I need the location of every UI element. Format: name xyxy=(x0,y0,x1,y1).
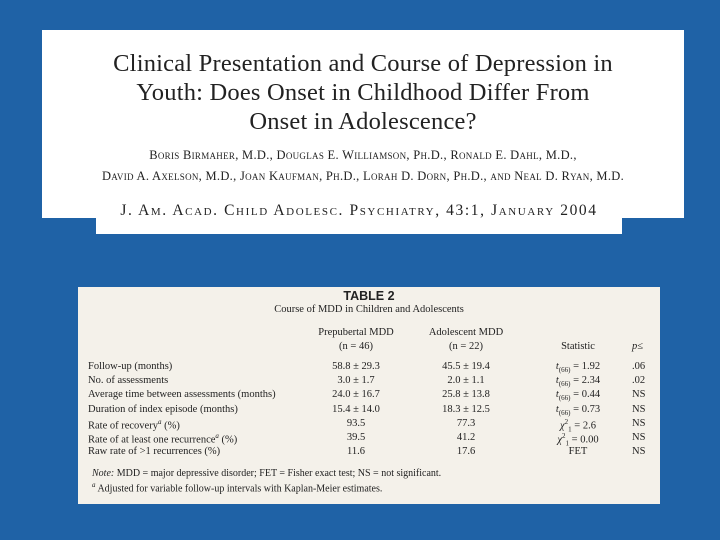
footnote-mark: a xyxy=(215,432,219,440)
table-note: a Adjusted for variable follow-up interv… xyxy=(92,481,382,494)
adolescent-value: 45.5 ± 19.4 xyxy=(442,361,490,372)
column-n: (n = 46) xyxy=(339,341,373,352)
statistic: t(66) = 0.73 xyxy=(556,404,600,417)
journal: J. Am. Acad. Child Adolesc. Psychiatry, … xyxy=(120,202,598,219)
title-line: Onset in Adolescence? xyxy=(249,108,477,135)
adolescent-value: 2.0 ± 1.1 xyxy=(447,375,485,387)
row-label: No. of assessments xyxy=(88,375,168,386)
statistic: t(66) = 0.44 xyxy=(556,389,600,402)
label-text: Duration of index episode (months) xyxy=(88,403,238,415)
stat-sub: (66) xyxy=(558,380,571,389)
stat-value: = 2.34 xyxy=(570,375,601,387)
note-lead: Note: xyxy=(92,468,115,480)
stat-value: = 0.44 xyxy=(570,389,601,401)
prepubertal-value: 3.0 ± 1.7 xyxy=(337,375,375,387)
label-text: Follow-up (months) xyxy=(88,361,173,372)
column-header: p≤ xyxy=(632,341,644,352)
title-line: Clinical Presentation and Course of Depr… xyxy=(113,50,613,77)
authors-line: Boris Birmaher, M.D., Douglas E. William… xyxy=(149,148,577,162)
stat-symbol: χ xyxy=(557,434,563,446)
stat-symbol: t xyxy=(555,389,559,401)
row-label: Raw rate of >1 recurrences (%) xyxy=(88,446,220,457)
column-header: Statistic xyxy=(561,341,595,352)
adolescent-value: 17.6 xyxy=(456,446,476,458)
p-value: NS xyxy=(632,432,645,443)
p-value: NS xyxy=(632,389,645,400)
label-text: No. of assessments xyxy=(88,375,169,387)
adolescent-value: 18.3 ± 12.5 xyxy=(442,403,490,415)
stat-sup: 2 xyxy=(562,432,566,440)
article-header: Clinical Presentation and Course of Depr… xyxy=(42,30,684,218)
prepubertal-value: 11.6 xyxy=(347,446,365,458)
label-text: Average time between assessments (months… xyxy=(88,389,276,401)
adolescent-value: 25.8 ± 13.8 xyxy=(442,389,490,401)
p-text: NS xyxy=(632,417,646,429)
prepubertal-value: 24.0 ± 16.7 xyxy=(332,389,380,401)
note-text: Adjusted for variable follow-up interval… xyxy=(95,483,383,495)
column-header: Adolescent MDD xyxy=(428,327,504,338)
stat-sub: 1 xyxy=(565,439,570,448)
stat-symbol: χ xyxy=(560,420,565,432)
stat-sub: (66) xyxy=(558,366,571,375)
p-text: NS xyxy=(632,432,646,443)
p-text: .02 xyxy=(632,375,646,387)
stat-value: FET xyxy=(568,446,588,458)
footnote-mark: a xyxy=(157,417,162,426)
row-label: Rate of at least one recurrencea (%) xyxy=(88,432,237,446)
p-value: NS xyxy=(632,446,645,457)
title-line: Youth: Does Onset in Childhood Differ Fr… xyxy=(136,79,590,106)
stat-symbol: t xyxy=(555,375,559,387)
prepubertal-value: 39.5 xyxy=(346,432,366,443)
stat-value: = 1.92 xyxy=(570,361,601,372)
p-text: NS xyxy=(632,403,646,415)
p-text: NS xyxy=(632,389,646,401)
table: TABLE 2 Course of MDD in Children and Ad… xyxy=(78,287,660,504)
authors-line: David A. Axelson, M.D., Joan Kaufman, Ph… xyxy=(101,169,625,183)
p-value: NS xyxy=(632,418,645,429)
prepubertal-value: 93.5 xyxy=(346,417,366,429)
p-text: NS xyxy=(632,446,646,458)
table-caption: Course of MDD in Children and Adolescent… xyxy=(274,304,464,315)
statistic: t(66) = 2.34 xyxy=(556,375,600,388)
p-value: NS xyxy=(632,404,645,415)
row-label: Duration of index episode (months) xyxy=(88,404,238,415)
row-label: Follow-up (months) xyxy=(88,361,172,372)
label-text: Raw rate of >1 recurrences (%) xyxy=(88,446,221,458)
label-text: Rate of recovery xyxy=(88,420,158,432)
table-title: TABLE 2 xyxy=(343,289,395,303)
table-note: Note: MDD = major depressive disorder; F… xyxy=(92,468,441,479)
p-value: .02 xyxy=(632,375,645,386)
stat-symbol: t xyxy=(555,361,559,372)
stat-sub: (66) xyxy=(558,394,571,403)
stat-value: = 2.6 xyxy=(571,420,596,432)
row-label: Average time between assessments (months… xyxy=(88,389,276,400)
stat-value: = 0.73 xyxy=(570,403,601,415)
adolescent-value: 77.3 xyxy=(456,417,476,429)
p-value: .06 xyxy=(632,361,645,372)
stat-value: = 0.00 xyxy=(569,434,599,446)
statistic: χ21 = 0.00 xyxy=(557,432,598,448)
label-text: Rate of at least one recurrence xyxy=(88,434,216,446)
row-label: Rate of recoverya (%) xyxy=(88,418,180,432)
journal-box: J. Am. Acad. Child Adolesc. Psychiatry, … xyxy=(96,198,622,234)
column-n: (n = 22) xyxy=(449,341,483,352)
note-text: MDD = major depressive disorder; FET = F… xyxy=(114,468,442,480)
adolescent-value: 41.2 xyxy=(456,432,476,443)
stat-sub: (66) xyxy=(558,408,571,417)
stat-sub: 1 xyxy=(568,425,572,434)
p-text: .06 xyxy=(632,361,646,372)
label-unit: (%) xyxy=(161,420,180,432)
prepubertal-value: 58.8 ± 29.3 xyxy=(332,361,380,372)
statistic: χ21 = 2.6 xyxy=(560,418,596,434)
stat-symbol: t xyxy=(555,403,559,415)
column-header: Prepubertal MDD xyxy=(318,327,394,338)
footnote-mark: a xyxy=(92,481,96,490)
label-unit: (%) xyxy=(218,434,238,446)
stat-sup: 2 xyxy=(564,417,569,426)
statistic: FET xyxy=(569,446,588,457)
statistic: t(66) = 1.92 xyxy=(556,361,600,374)
prepubertal-value: 15.4 ± 14.0 xyxy=(332,403,380,415)
